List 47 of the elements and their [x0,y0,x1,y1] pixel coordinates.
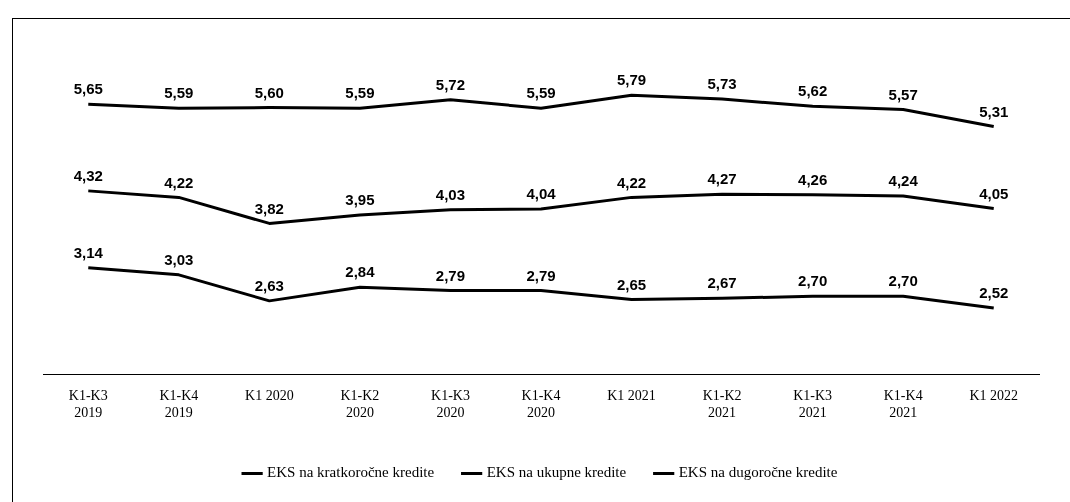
data-label: 2,70 [888,272,918,290]
data-label: 4,03 [435,185,466,203]
x-tick-label: K1-K2 2021 [702,388,742,421]
data-label: 4,22 [164,173,194,191]
data-label: 4,26 [798,170,828,188]
data-label: 5,59 [526,84,556,102]
data-label: 5,59 [164,84,194,102]
data-label: 4,04 [526,185,557,203]
legend-label: EKS na kratkoročne kredite [267,464,435,481]
data-label: 4,32 [73,167,103,185]
data-label: 2,79 [526,266,556,284]
data-label: 5,73 [707,75,737,93]
data-label: 5,59 [345,84,375,102]
data-label: 3,03 [164,250,194,268]
x-tick-label: K1-K4 2021 [883,388,923,421]
data-label: 3,82 [254,199,284,217]
legend-label: EKS na dugoročne kredite [678,464,838,481]
x-tick-label: K1-K4 2019 [159,388,199,421]
data-label: 5,60 [254,83,284,101]
data-label: 5,72 [435,75,466,93]
data-label: 2,65 [616,275,647,293]
data-label: 5,62 [798,82,828,100]
data-label: 4,27 [707,170,737,188]
data-label: 2,84 [345,263,376,281]
x-tick-label: K1 2021 [607,388,656,404]
data-label: 2,63 [254,277,284,294]
x-tick-label: K1-K3 2020 [431,388,470,421]
data-label: 5,79 [616,71,647,89]
data-label: 4,05 [979,184,1009,202]
x-tick-label: K1-K4 2020 [521,388,561,421]
legend-label: EKS na ukupne kredite [486,464,627,481]
data-label: 4,24 [888,172,919,190]
data-label: 5,57 [888,85,918,103]
data-label: 2,52 [979,284,1009,302]
data-label: 2,79 [435,266,466,284]
data-label: 3,95 [345,191,375,209]
x-tick-label: K1 2022 [969,388,1019,404]
x-tick-label: K1-K3 2019 [68,388,108,421]
data-label: 2,67 [707,274,737,292]
data-label: 4,22 [616,173,647,191]
data-label: 2,70 [798,272,828,290]
x-tick-label: K1 2020 [245,388,294,404]
data-label: 3,14 [73,243,104,261]
data-label: 5,65 [73,80,103,98]
x-tick-label: K1-K2 2020 [340,388,380,421]
x-tick-label: K1-K3 2021 [793,388,833,421]
data-label: 5,31 [979,102,1009,120]
